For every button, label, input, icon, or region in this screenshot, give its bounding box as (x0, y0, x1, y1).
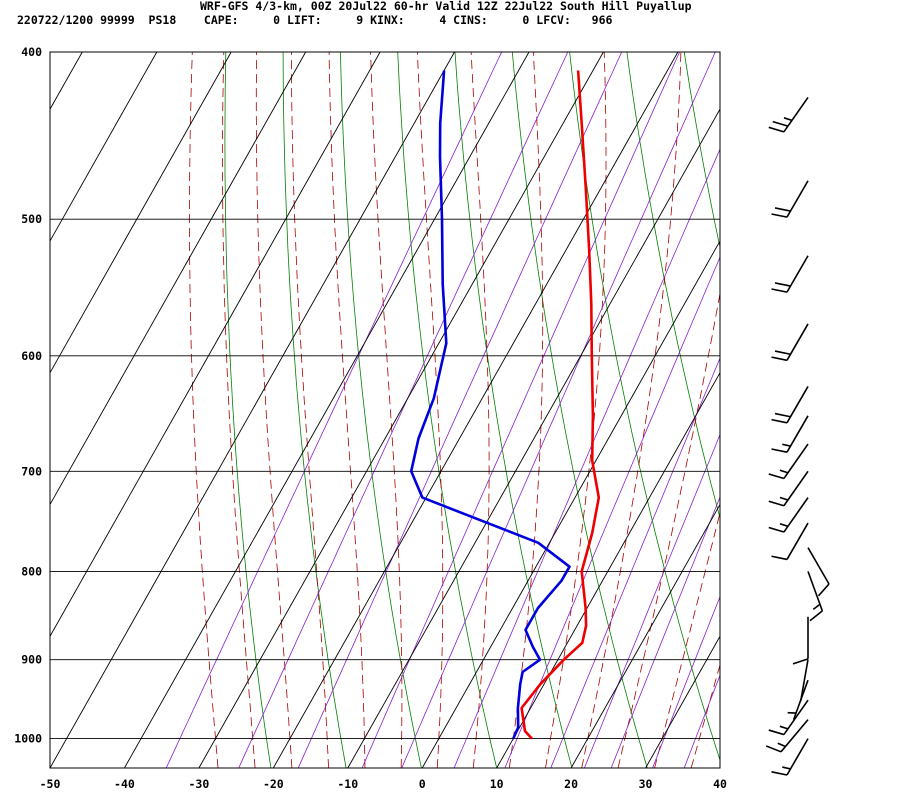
mixing-ratio-line (297, 52, 623, 768)
temperature-tick-label: -10 (337, 777, 358, 791)
isotherm-line (347, 108, 720, 768)
moist-adiabat-line (189, 52, 219, 768)
wind-barb (771, 386, 809, 424)
temperature-tick-label: 0 (419, 777, 426, 791)
isotherm-line (421, 240, 720, 768)
wind-barb (771, 180, 809, 218)
mixing-ratio-line (683, 674, 720, 768)
chart-title: WRF-GFS 4/3-km, 00Z 20Jul22 60-hr Valid … (200, 0, 692, 13)
isotherm-line (645, 635, 720, 768)
pressure-tick-label: 1000 (14, 732, 42, 746)
profiles (409, 70, 601, 740)
wind-barb-column (766, 96, 830, 776)
moist-adiabat-line (617, 291, 720, 768)
mixing-ratio-line (610, 496, 720, 768)
dry-adiabat-line (340, 52, 422, 768)
mixing-ratio-line (165, 52, 503, 768)
pressure-tick-label: 400 (21, 45, 42, 59)
temperature-tick-label: 40 (713, 777, 727, 791)
pressure-tick-label: 500 (21, 212, 42, 226)
isotherm-line (496, 371, 720, 768)
wind-barb (768, 96, 809, 133)
wind-barb (807, 571, 824, 622)
dry-adiabat-line (282, 52, 347, 768)
moist-adiabat-line (470, 52, 490, 768)
wind-barb (799, 659, 809, 702)
dry-adiabat-line (397, 52, 498, 768)
moist-adiabat-line (581, 52, 682, 768)
isotherm-line (0, 52, 8, 768)
wind-barb (771, 415, 809, 453)
moist-adiabat-line (255, 52, 293, 768)
wind-barb (768, 497, 809, 533)
background-lines (0, 52, 900, 768)
mixing-ratio-line (361, 52, 680, 768)
pressure-tick-label: 700 (21, 464, 42, 478)
dry-adiabat-line (626, 52, 720, 520)
dry-adiabat-line (799, 52, 900, 768)
isotherm-line (124, 52, 530, 768)
wind-barb (792, 616, 809, 665)
sounding-indices: 220722/1200 99999 PS18 CAPE: 0 LIFT: 9 K… (17, 13, 613, 27)
isotherm-line (272, 52, 679, 768)
moist-adiabat-line (545, 52, 607, 768)
wind-barb (766, 719, 809, 753)
temperature-profile-line (520, 70, 601, 740)
moist-adiabat-line (291, 52, 329, 768)
mixing-ratio-line (584, 433, 720, 768)
wind-barb (768, 470, 809, 507)
temperature-tick-label: 10 (490, 777, 504, 791)
isotherm-line (50, 52, 232, 374)
wind-barb (768, 443, 809, 480)
temperature-tick-label: -50 (40, 777, 61, 791)
isotherm-line (570, 503, 720, 768)
dry-adiabat-line (569, 52, 720, 762)
mixing-ratio-line (453, 148, 720, 768)
isotherm-line (198, 52, 604, 768)
isotherm-line (50, 52, 307, 506)
wind-barb (771, 738, 809, 776)
isotherm-line (719, 767, 720, 768)
plot-frame (49, 51, 721, 769)
dry-adiabat-line (683, 52, 720, 250)
pressure-tick-label: 900 (21, 653, 42, 667)
mixing-ratio-line (550, 357, 720, 768)
moist-adiabat-line (370, 52, 403, 768)
isotherm-line (50, 52, 455, 768)
moist-adiabat-line (417, 52, 444, 768)
dry-adiabat-line (224, 52, 272, 768)
pressure-tick-label: 600 (21, 349, 42, 363)
wind-barb (771, 522, 809, 561)
temperature-tick-label: 30 (639, 777, 653, 791)
pressure-tick-label: 800 (21, 564, 42, 578)
mixing-ratio-line (401, 52, 716, 768)
wind-barb (807, 547, 830, 597)
wind-barb (771, 323, 809, 362)
wind-barb (768, 699, 809, 736)
moist-adiabat-line (328, 52, 366, 768)
moist-adiabat-line (654, 511, 720, 768)
wind-barb (771, 255, 809, 293)
isotherm-line (50, 52, 381, 638)
moist-adiabat-line (690, 663, 720, 768)
dry-adiabat-line (454, 52, 573, 768)
temperature-tick-label: 20 (564, 777, 578, 791)
mixing-ratio-line (652, 595, 720, 768)
dry-adiabat-line (742, 52, 900, 768)
dry-adiabat-line (856, 52, 900, 768)
temperature-tick-label: -30 (188, 777, 209, 791)
isotherm-line (50, 52, 158, 242)
dewpoint-profile-line (409, 70, 571, 740)
mixing-ratio-line (238, 52, 569, 768)
temperature-tick-label: -40 (114, 777, 135, 791)
moist-adiabat-line (222, 52, 256, 768)
temperature-tick-label: -20 (263, 777, 284, 791)
moist-adiabat-line (728, 52, 900, 768)
